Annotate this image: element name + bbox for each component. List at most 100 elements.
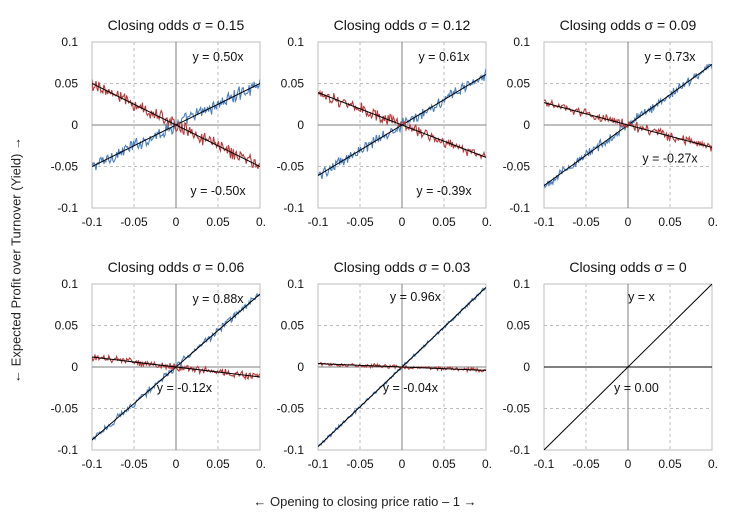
y-tick-label: 0 (523, 360, 530, 374)
x-tick-label: 0.05 (658, 215, 682, 229)
x-tick-label: -0.1 (82, 457, 103, 471)
y-tick-label: -0.1 (509, 201, 530, 215)
equation-label: y = 0.88x (192, 292, 244, 306)
y-tick-label: -0.05 (277, 160, 305, 174)
y-tick-label: 0.1 (61, 35, 78, 49)
plot-area (92, 79, 260, 171)
y-tick-label: -0.05 (503, 160, 531, 174)
panel-title: Closing odds σ = 0.09 (560, 17, 697, 33)
x-tick-label: -0.05 (120, 457, 148, 471)
panel-title: Closing odds σ = 0.03 (334, 259, 471, 275)
x-tick-label: -0.1 (534, 457, 555, 471)
x-tick-label: 0 (625, 457, 632, 471)
y-tick-label: 0.1 (287, 277, 304, 291)
x-tick-label: -0.05 (346, 457, 374, 471)
y-tick-label: -0.1 (57, 443, 78, 457)
fit-line-red (92, 83, 260, 167)
y-tick-label: 0.1 (61, 277, 78, 291)
panel-4: Closing odds σ = 0.06 0.1 0.05 0 -0.05 -0.1 -0… (51, 259, 266, 471)
x-tick-label: 0. (256, 215, 266, 229)
y-tick-label: -0.05 (277, 402, 305, 416)
x-tick-label: -0.05 (572, 215, 600, 229)
x-tick-label: 0. (708, 457, 718, 471)
y-tick-label: 0.05 (281, 319, 305, 333)
panel-title: Closing odds σ = 0.15 (108, 17, 245, 33)
panel-1: Closing odds σ = 0.15 0.1 0.05 0 -0.05 -0.1 -0… (51, 17, 266, 229)
y-axis-label-container: ← Expected Profit over Turnover (Yield) … (0, 60, 32, 460)
equation-label: y = 0.96x (390, 290, 442, 304)
x-tick-label: 0.05 (658, 457, 682, 471)
x-tick-label: 0 (173, 215, 180, 229)
panel-6: Closing odds σ = 0 0.1 0.05 0 -0.05 -0.1 -0.1 -… (503, 259, 718, 471)
x-tick-label: 0 (399, 215, 406, 229)
y-tick-label: 0.1 (513, 35, 530, 49)
equation-label: y = -0.27x (642, 151, 698, 165)
x-tick-label: -0.05 (346, 215, 374, 229)
x-tick-label: 0.05 (206, 215, 230, 229)
equation-label: y = x (628, 290, 655, 304)
y-tick-label: -0.1 (509, 443, 530, 457)
x-tick-label: 0 (625, 215, 632, 229)
chart-grid: Closing odds σ = 0.15 0.1 0.05 0 -0.05 -0.1 -0… (51, 17, 718, 471)
series-red-line (92, 353, 260, 381)
x-tick-label: 0.05 (432, 457, 456, 471)
y-tick-label: 0 (297, 118, 304, 132)
equation-label: y = -0.50x (190, 184, 246, 198)
panel-title: Closing odds σ = 0 (569, 259, 686, 275)
y-tick-label: -0.05 (51, 160, 79, 174)
y-tick-label: -0.05 (51, 402, 79, 416)
fit-line-red (318, 363, 486, 371)
y-tick-label: 0 (71, 118, 78, 132)
series-red-line (92, 79, 260, 170)
plot-area (318, 68, 486, 180)
y-tick-label: 0 (71, 360, 78, 374)
y-tick-label: 0.1 (287, 35, 304, 49)
x-tick-label: 0 (399, 457, 406, 471)
fit-line-red (318, 92, 486, 158)
x-tick-label: -0.1 (534, 215, 555, 229)
y-tick-label: 0.05 (507, 77, 531, 91)
x-tick-label: -0.05 (572, 457, 600, 471)
y-tick-label: 0 (523, 118, 530, 132)
y-tick-label: 0 (297, 360, 304, 374)
panel-5: Closing odds σ = 0.03 0.1 0.05 0 -0.05 -0.1 -0… (277, 259, 492, 471)
series-red-line (318, 361, 486, 374)
y-tick-label: 0.05 (55, 77, 79, 91)
plot-area (92, 292, 260, 441)
y-tick-label: 0.05 (507, 319, 531, 333)
y-tick-label: 0.05 (281, 77, 305, 91)
panel-3: Closing odds σ = 0.09 0.1 0.05 0 -0.05 -0.1 -0… (503, 17, 718, 229)
x-tick-label: -0.1 (82, 215, 103, 229)
y-tick-label: 0.1 (513, 277, 530, 291)
fit-line-red (544, 102, 712, 148)
x-tick-label: 0. (256, 457, 266, 471)
x-axis-label: ← Opening to closing price ratio – 1 → (253, 494, 477, 509)
y-tick-label: 0.05 (55, 319, 79, 333)
plot-area (544, 63, 712, 189)
equation-label: y = -0.39x (416, 184, 472, 198)
y-tick-label: -0.1 (57, 201, 78, 215)
x-tick-label: 0. (708, 215, 718, 229)
equation-label: y = 0.73x (644, 50, 696, 64)
equation-label: y = -0.12x (157, 381, 213, 395)
plot-area (318, 286, 486, 448)
x-tick-label: 0. (482, 215, 492, 229)
y-tick-label: -0.1 (283, 201, 304, 215)
equation-label: y = 0.00 (614, 381, 659, 395)
panel-title: Closing odds σ = 0.06 (108, 259, 245, 275)
series-red-line (318, 89, 486, 161)
fit-line-red (92, 356, 260, 378)
x-tick-label: 0.05 (432, 215, 456, 229)
panel-title: Closing odds σ = 0.12 (334, 17, 471, 33)
plot-area (544, 284, 712, 450)
x-tick-label: -0.1 (308, 215, 329, 229)
equation-label: y = 0.61x (418, 50, 470, 64)
x-tick-label: 0.05 (206, 457, 230, 471)
x-tick-label: -0.05 (120, 215, 148, 229)
y-tick-label: -0.05 (503, 402, 531, 416)
x-tick-label: 0 (173, 457, 180, 471)
x-tick-label: -0.1 (308, 457, 329, 471)
x-tick-label: 0. (482, 457, 492, 471)
panel-2: Closing odds σ = 0.12 0.1 0.05 0 -0.05 -0.1 -0… (277, 17, 492, 229)
